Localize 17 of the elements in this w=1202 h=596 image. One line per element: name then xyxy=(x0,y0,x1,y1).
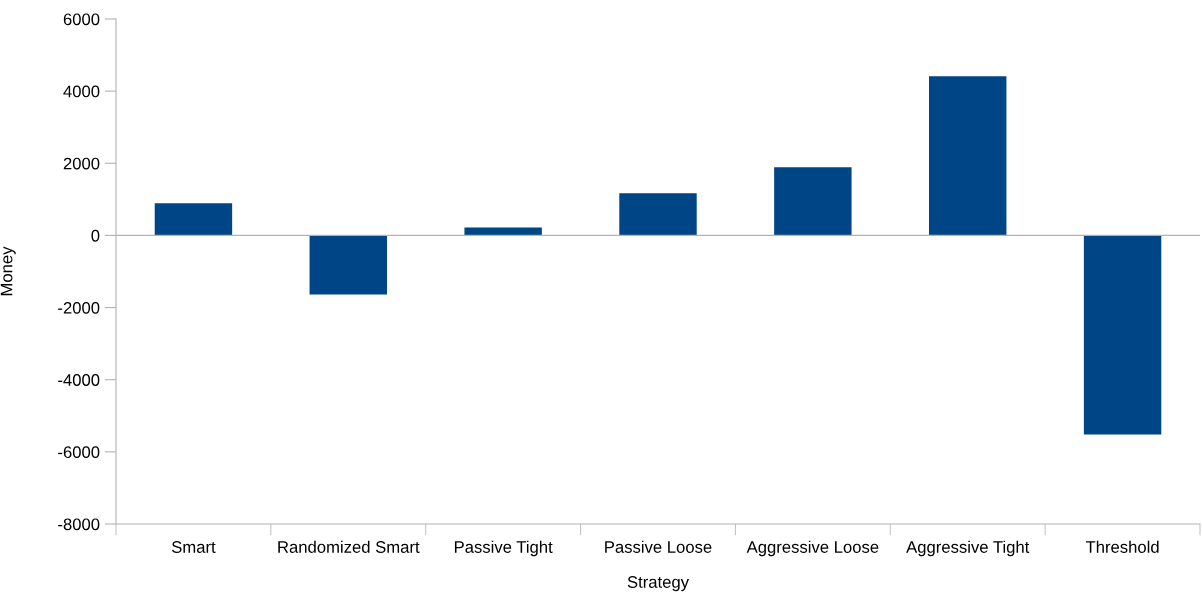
y-tick-label: -6000 xyxy=(58,446,100,459)
y-tick-label: 0 xyxy=(91,229,100,242)
x-tick-label: Smart xyxy=(171,541,216,553)
y-axis-title: Money xyxy=(0,246,16,296)
x-tick-label: Aggressive Loose xyxy=(746,540,879,557)
x-tick-label: Threshold xyxy=(1085,540,1159,553)
x-tick-label: Aggressive Tight xyxy=(906,540,1030,557)
y-tick-label: -4000 xyxy=(58,374,100,386)
y-tick-label: -2000 xyxy=(58,301,100,314)
y-tick-label: 6000 xyxy=(63,13,100,26)
x-tick-label: Passive Tight xyxy=(454,540,553,557)
x-tick-label: Randomized Smart xyxy=(278,540,420,553)
x-axis-title: Strategy xyxy=(627,576,689,592)
x-tick-label: Passive Loose xyxy=(605,540,712,553)
y-tick-label: 2000 xyxy=(63,157,100,170)
y-tick-label: 4000 xyxy=(63,85,100,98)
y-tick-label: -8000 xyxy=(58,518,100,531)
